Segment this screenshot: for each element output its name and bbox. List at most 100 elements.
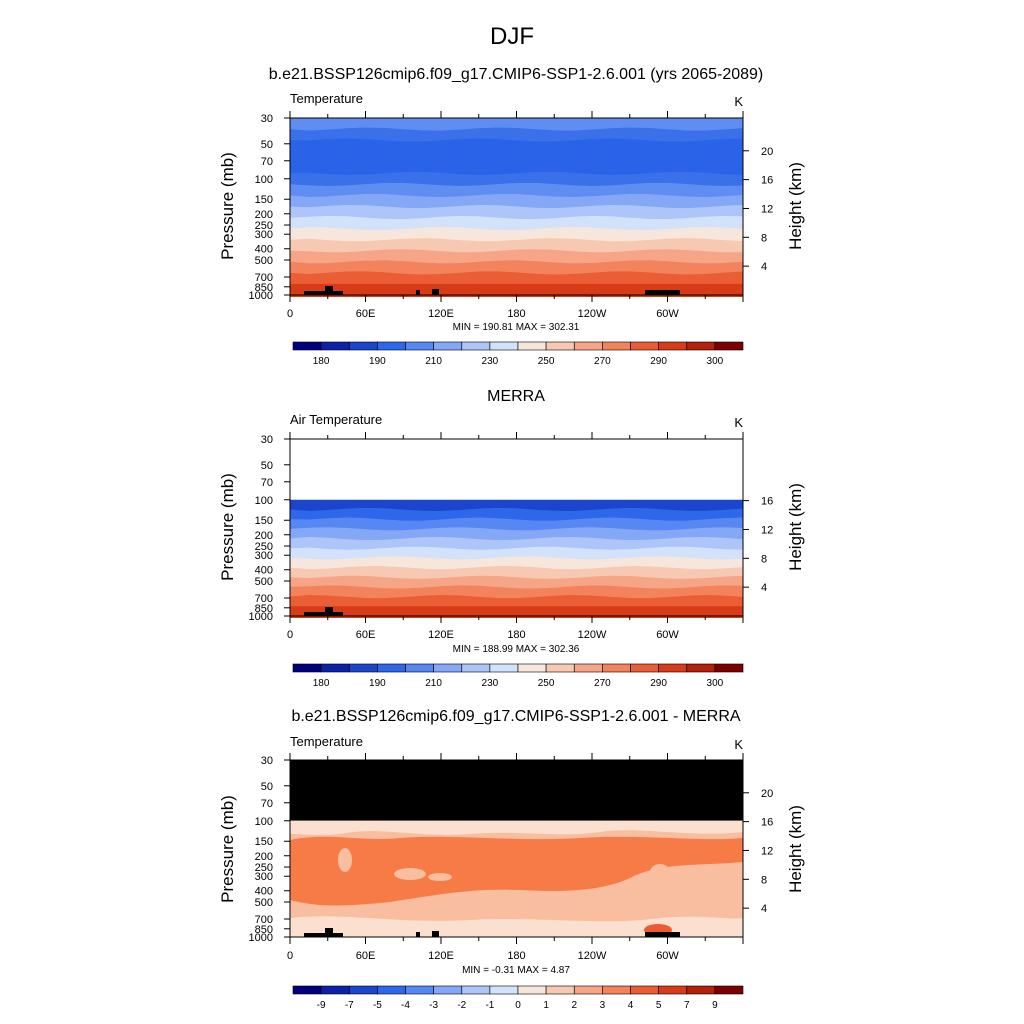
colorbar-box [405,341,434,351]
panel-diff-colorbar: -9 -7 -5 -4 -3 -2 -1 0 1 2 3 4 5 7 9 [292,985,744,1011]
panel-diff-title: b.e21.BSSP126cmip6.f09_g17.CMIP6-SSP1-2.… [291,708,740,725]
colorbar-box [489,341,519,351]
diff-patch [394,868,426,880]
land-mask [325,607,333,616]
colorbar-label: 290 [650,678,667,689]
diff-band-high [290,836,743,906]
x-tick-label: 0 [287,629,293,641]
colorbar-box [348,663,378,673]
x-tick-label: 0 [287,308,293,320]
colorbar-label: 9 [712,1000,718,1011]
x-tick-label: 180 [507,950,525,962]
panel-obs-colorbar: 180 190 210 230 250 270 290 300 [292,663,744,689]
colorbar-box [320,341,350,351]
colorbar-label: 210 [425,356,442,367]
field-band [290,585,743,599]
y-tick-label: 150 [255,194,273,206]
field-band [290,260,743,275]
colorbar-label: 300 [707,356,724,367]
panel-model-ylabel: Pressure (mb) [218,152,237,260]
y-tick-label: 250 [255,862,273,874]
height-tick-label: 12 [761,203,773,215]
colorbar-box [377,341,406,351]
field-band [290,595,743,609]
height-tick-label: 4 [761,582,767,594]
y-tick-label: 850 [255,603,273,615]
colorbar-label: 250 [538,678,555,689]
colorbar-box [686,341,716,351]
y-tick-label: 30 [261,434,273,446]
y-tick-label: 70 [261,798,273,810]
y-tick-label: 200 [255,851,273,863]
panel-model-title: b.e21.BSSP126cmip6.f09_g17.CMIP6-SSP1-2.… [269,66,764,83]
colorbar-box [517,341,547,351]
colorbar-label: -5 [373,1000,382,1011]
height-tick-label: 8 [761,553,767,565]
land-mask [333,933,343,937]
colorbar-box [714,663,744,673]
colorbar-label: -1 [485,1000,494,1011]
colorbar-label: 180 [313,356,330,367]
x-tick-label: 60W [656,629,679,641]
colorbar-box [320,663,350,673]
height-tick-label: 16 [761,817,773,829]
colorbar-box [377,985,406,995]
height-tick-label: 20 [761,146,773,158]
colorbar-label: 300 [707,678,724,689]
x-tick-label: 60E [356,950,376,962]
x-tick-label: 0 [287,950,293,962]
y-tick-label: 50 [261,781,273,793]
x-tick-label: 60W [656,950,679,962]
y-tick-label: 700 [255,593,273,605]
colorbar-box [686,663,716,673]
field-band [290,171,743,187]
land-mask [325,286,333,295]
colorbar-box [489,985,519,995]
diff-band-low-upper [290,820,743,835]
y-tick-label: 100 [255,816,273,828]
y-tick-label: 250 [255,541,273,553]
colorbar-label: -2 [457,1000,466,1011]
y-tick-label: 400 [255,886,273,898]
diff-band-low-surface [290,916,743,937]
colorbar-label: 210 [425,678,442,689]
colorbar-label: 270 [594,356,611,367]
y-tick-label: 400 [255,565,273,577]
y-tick-label: 100 [255,174,273,186]
height-tick-label: 4 [761,261,767,273]
panel-obs: MERRA Air Temperature K Pressure (mb) He… [218,388,805,689]
colorbar-box [489,663,519,673]
field-band [290,271,743,286]
y-tick-label: 400 [255,244,273,256]
colorbar-label: 1 [543,1000,549,1011]
field-band [290,536,743,551]
field-band [290,193,743,209]
colorbar-box [686,985,716,995]
y-tick-label: 1000 [249,290,273,302]
field-band [290,606,743,618]
colorbar-label: 230 [482,678,499,689]
panel-diff: b.e21.BSSP126cmip6.f09_g17.CMIP6-SSP1-2.… [218,708,805,1011]
colorbar-label: 270 [594,678,611,689]
field-band [290,160,743,176]
land-mask [432,289,439,295]
y-tick-label: 300 [255,871,273,883]
panel-obs-units: K [734,415,743,430]
colorbar-label: -4 [401,1000,410,1011]
colorbar-label: -3 [429,1000,438,1011]
land-mask [416,932,420,937]
colorbar-label: 230 [482,356,499,367]
colorbar-box [377,663,406,673]
y-tick-label: 850 [255,282,273,294]
height-tick-label: 12 [761,524,773,536]
colorbar-box [292,985,322,995]
panel-obs-ylabel: Pressure (mb) [218,473,237,581]
colorbar-label: 2 [572,1000,578,1011]
colorbar-box [461,341,491,351]
land-mask [333,291,343,295]
colorbar-box [714,341,744,351]
panel-diff-stats: MIN = -0.31 MAX = 4.87 [462,965,570,976]
field-band [290,507,743,522]
diff-patch [338,848,352,872]
x-tick-label: 60W [656,308,679,320]
